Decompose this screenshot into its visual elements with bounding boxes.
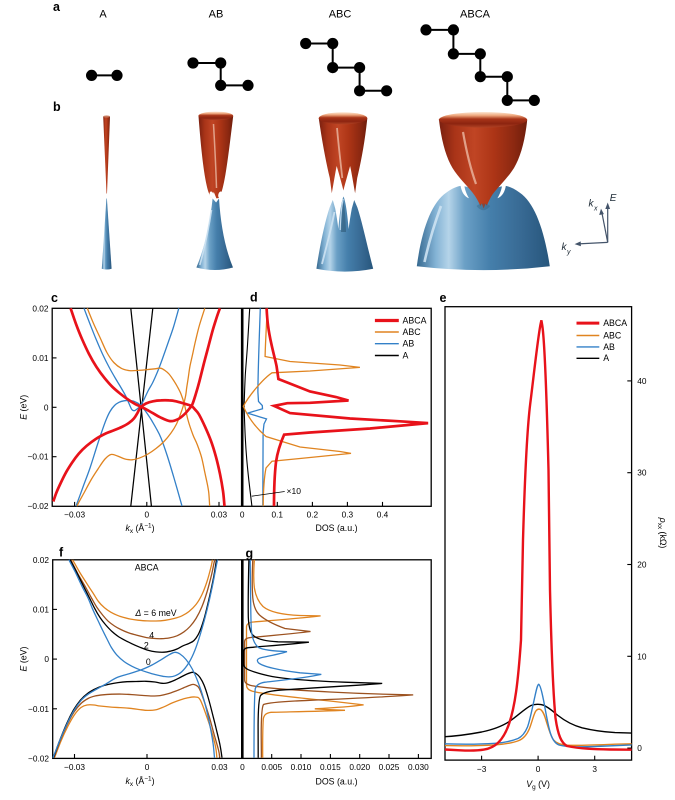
- svg-text:4: 4: [149, 631, 154, 641]
- svg-text:ABCA: ABCA: [135, 563, 159, 573]
- svg-text:0: 0: [240, 762, 245, 772]
- svg-text:2: 2: [144, 641, 149, 651]
- svg-text:0.03: 0.03: [211, 762, 228, 772]
- svg-text:ABCA: ABCA: [460, 9, 491, 21]
- svg-text:f: f: [59, 546, 64, 560]
- svg-text:−0.01: −0.01: [28, 704, 49, 714]
- svg-text:−0.02: −0.02: [28, 753, 49, 763]
- svg-text:0.020: 0.020: [349, 762, 370, 772]
- svg-text:×10: ×10: [287, 486, 302, 496]
- svg-text:−0.03: −0.03: [64, 510, 85, 520]
- svg-text:b: b: [53, 100, 61, 114]
- svg-text:3: 3: [592, 764, 597, 774]
- svg-text:0.015: 0.015: [320, 762, 341, 772]
- svg-text:−0.03: −0.03: [64, 762, 85, 772]
- svg-text:10: 10: [637, 651, 647, 661]
- svg-text:ABCA: ABCA: [603, 318, 627, 328]
- svg-text:d: d: [250, 291, 258, 305]
- svg-text:0.02: 0.02: [32, 304, 49, 314]
- svg-text:k: k: [589, 199, 595, 210]
- svg-text:30: 30: [637, 468, 647, 478]
- svg-text:−0.01: −0.01: [28, 452, 49, 462]
- svg-text:0.02: 0.02: [33, 555, 50, 565]
- svg-text:0: 0: [144, 510, 149, 520]
- svg-text:E (eV): E (eV): [19, 395, 29, 420]
- svg-text:0.2: 0.2: [307, 510, 319, 520]
- svg-text:a: a: [53, 0, 61, 14]
- svg-text:y: y: [566, 249, 571, 256]
- svg-text:0.01: 0.01: [33, 604, 50, 614]
- svg-text:0.3: 0.3: [342, 510, 354, 520]
- svg-text:0: 0: [536, 764, 541, 774]
- svg-text:0.4: 0.4: [377, 510, 389, 520]
- svg-text:x: x: [593, 206, 598, 213]
- svg-text:0.03: 0.03: [211, 510, 228, 520]
- svg-text:0.010: 0.010: [291, 762, 312, 772]
- svg-text:0.030: 0.030: [408, 762, 429, 772]
- svg-text:c: c: [51, 291, 58, 305]
- svg-text:−0.02: −0.02: [28, 501, 49, 511]
- svg-text:0: 0: [44, 402, 49, 412]
- svg-text:0: 0: [146, 657, 151, 667]
- svg-text:0.005: 0.005: [261, 762, 282, 772]
- svg-text:0.1: 0.1: [272, 510, 284, 520]
- svg-text:Δ = 6 meV: Δ = 6 meV: [134, 608, 176, 618]
- svg-text:e: e: [440, 291, 447, 305]
- svg-text:DOS (a.u.): DOS (a.u.): [315, 777, 357, 787]
- svg-text:E: E: [610, 193, 617, 204]
- svg-text:A: A: [99, 9, 107, 21]
- svg-text:A: A: [603, 353, 609, 363]
- svg-text:0.01: 0.01: [32, 353, 49, 363]
- svg-text:ABC: ABC: [403, 327, 422, 337]
- svg-text:Vg (V): Vg (V): [526, 779, 550, 791]
- svg-text:A: A: [403, 350, 409, 360]
- svg-text:DOS (a.u.): DOS (a.u.): [315, 523, 357, 533]
- svg-text:0.025: 0.025: [379, 762, 400, 772]
- svg-text:ABC: ABC: [603, 330, 622, 340]
- svg-text:0: 0: [240, 510, 245, 520]
- svg-text:0: 0: [637, 743, 642, 753]
- svg-text:−3: −3: [477, 764, 487, 774]
- svg-text:40: 40: [637, 376, 647, 386]
- svg-text:AB: AB: [403, 339, 415, 349]
- svg-text:0: 0: [145, 762, 150, 772]
- svg-text:AB: AB: [603, 342, 615, 352]
- svg-text:ABCA: ABCA: [403, 315, 427, 325]
- svg-text:0: 0: [44, 654, 49, 664]
- svg-text:kx (Å−1): kx (Å−1): [125, 523, 154, 535]
- svg-text:kx (Å−1): kx (Å−1): [125, 776, 154, 788]
- svg-text:ρxx (kΩ): ρxx (kΩ): [656, 517, 668, 549]
- svg-text:ABC: ABC: [329, 9, 352, 21]
- svg-text:20: 20: [637, 560, 647, 570]
- svg-text:AB: AB: [209, 9, 224, 21]
- svg-text:E (eV): E (eV): [19, 646, 29, 671]
- svg-text:g: g: [246, 547, 254, 561]
- svg-text:k: k: [562, 242, 568, 253]
